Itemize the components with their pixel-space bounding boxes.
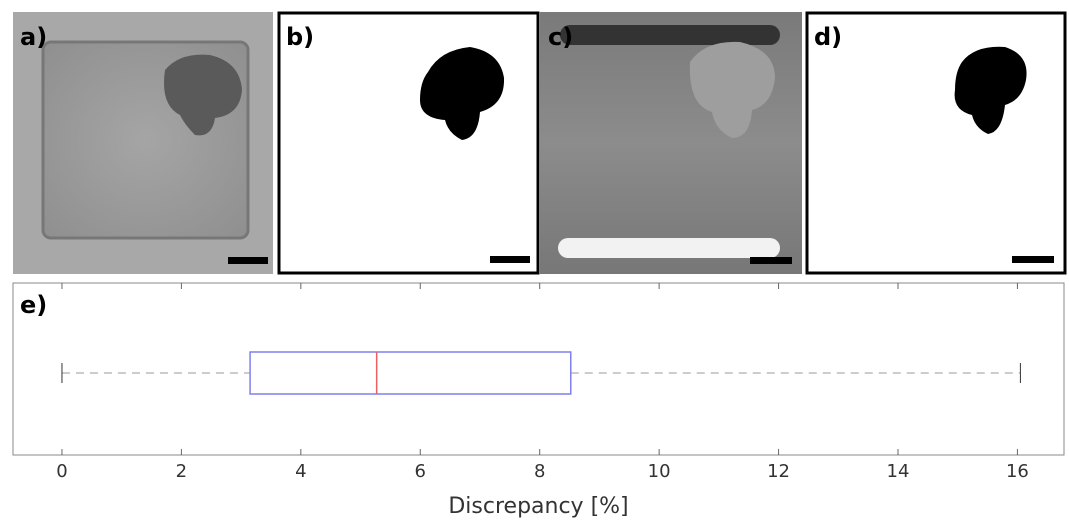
edge-bottom bbox=[558, 238, 780, 258]
x-tick-label: 14 bbox=[887, 461, 910, 482]
scale-bar bbox=[490, 256, 530, 263]
blob bbox=[689, 41, 775, 139]
scale-bar bbox=[228, 257, 268, 264]
image-bg bbox=[277, 11, 540, 275]
scale-bar bbox=[1012, 256, 1054, 263]
x-axis-label: Discrepancy [%] bbox=[448, 494, 628, 519]
panel-label: d) bbox=[814, 23, 842, 51]
x-tick-label: 12 bbox=[767, 461, 790, 482]
blob bbox=[954, 46, 1027, 134]
box bbox=[249, 351, 572, 395]
panel-b: b) bbox=[277, 11, 540, 275]
panel-label: c) bbox=[548, 23, 573, 51]
panel-label: b) bbox=[286, 23, 314, 51]
image-bg bbox=[540, 12, 802, 274]
x-tick-label: 0 bbox=[56, 461, 67, 482]
panel-d: d) bbox=[805, 11, 1067, 275]
image-bg bbox=[805, 11, 1067, 275]
x-tick-label: 2 bbox=[176, 461, 187, 482]
x-tick-label: 10 bbox=[648, 461, 671, 482]
scale-bar bbox=[750, 257, 792, 264]
chart-title: e) bbox=[20, 291, 47, 319]
box-plot: e) Discrepancy [%] 0 2 4 6 8 10 12 14 16 bbox=[12, 282, 1065, 519]
x-tick-label: 8 bbox=[534, 461, 545, 482]
blob bbox=[164, 54, 242, 136]
x-tick-label: 4 bbox=[295, 461, 306, 482]
blob bbox=[420, 47, 505, 140]
x-tick-label: 6 bbox=[415, 461, 426, 482]
panel-c: c) bbox=[540, 12, 802, 274]
edge-top bbox=[560, 25, 780, 45]
panel-a: a) bbox=[13, 12, 273, 274]
panel-label: a) bbox=[20, 23, 47, 51]
x-tick-label: 16 bbox=[1006, 461, 1029, 482]
